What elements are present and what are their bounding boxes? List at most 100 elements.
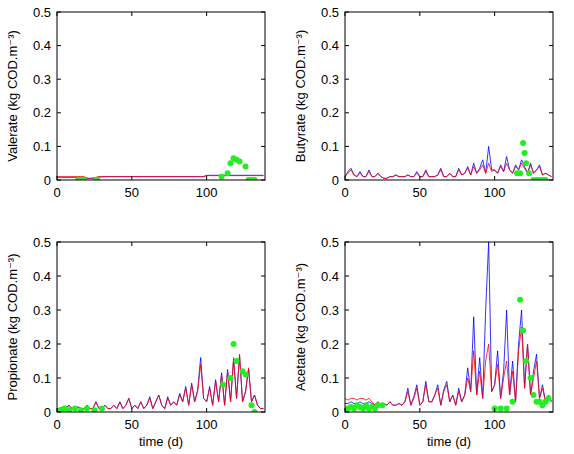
tick — [345, 378, 349, 379]
tick-label: 0.1 — [33, 371, 51, 386]
tick-label: 0.1 — [321, 139, 339, 154]
tick-label: 100 — [196, 417, 218, 432]
tick — [419, 408, 420, 412]
tick — [345, 12, 346, 16]
point — [243, 372, 249, 378]
tick — [494, 12, 495, 16]
frame — [57, 12, 265, 180]
tick — [345, 242, 349, 243]
point — [231, 341, 237, 347]
data — [57, 155, 264, 180]
tick — [419, 242, 420, 246]
tick — [57, 146, 61, 147]
tick — [57, 112, 61, 113]
tick — [345, 112, 349, 113]
tick — [57, 408, 58, 412]
point — [520, 140, 526, 146]
data — [345, 140, 552, 180]
tick — [261, 12, 265, 13]
plot-area — [345, 12, 553, 180]
tick — [206, 176, 207, 180]
line — [57, 175, 264, 178]
tick — [261, 310, 265, 311]
line — [345, 242, 552, 405]
point — [528, 375, 534, 381]
tick — [345, 344, 349, 345]
tick — [57, 344, 61, 345]
tick-label: 0.4 — [33, 38, 51, 53]
tick — [345, 12, 349, 13]
tick — [261, 146, 265, 147]
line — [345, 327, 552, 405]
tick — [206, 408, 207, 412]
frame — [345, 242, 553, 412]
tick-label: 50 — [413, 417, 427, 432]
tick-label: 0.3 — [321, 72, 339, 87]
data — [57, 341, 264, 412]
tick-label: 0.1 — [321, 371, 339, 386]
point — [237, 159, 243, 165]
tick-label: 0 — [44, 173, 51, 188]
tick — [549, 310, 553, 311]
tick — [131, 242, 132, 246]
point — [517, 170, 523, 176]
tick — [549, 276, 553, 277]
point — [517, 297, 523, 303]
tick-label: 0 — [341, 417, 348, 432]
panel: 00.10.20.30.40.5050100Valerate (kg COD.m… — [5, 5, 265, 201]
axis-label: time (d) — [427, 434, 471, 449]
tick — [57, 45, 61, 46]
point — [219, 174, 225, 180]
tick-label: 100 — [484, 417, 506, 432]
tick — [345, 408, 346, 412]
tick-label: 50 — [125, 185, 139, 200]
point — [546, 395, 552, 401]
tick-label: 0.5 — [33, 5, 51, 20]
tick — [549, 112, 553, 113]
tick — [57, 242, 61, 243]
axis-label: time (d) — [139, 434, 183, 449]
tick — [549, 344, 553, 345]
tick — [549, 45, 553, 46]
point — [531, 392, 537, 398]
line — [57, 176, 264, 179]
tick-label: 0.2 — [321, 105, 339, 120]
point — [234, 358, 240, 364]
point — [91, 407, 97, 412]
tick — [549, 146, 553, 147]
axis-label: Valerate (kg COD.m⁻³) — [5, 30, 20, 162]
plot-area — [57, 12, 265, 180]
point — [99, 406, 105, 412]
tick — [57, 12, 58, 16]
tick — [261, 180, 265, 181]
tick-label: 50 — [413, 185, 427, 200]
tick-label: 100 — [484, 185, 506, 200]
tick — [419, 12, 420, 16]
tick — [494, 242, 495, 246]
tick — [261, 112, 265, 113]
tick — [345, 412, 349, 413]
point — [78, 407, 84, 412]
tick-label: 0.5 — [321, 235, 339, 250]
data — [345, 242, 552, 412]
tick — [57, 378, 61, 379]
point — [523, 160, 529, 166]
figure: 0 0.1 0.2 0.3 0.4 0.5 0 50 100 Valerate (kg COD.m… — [0, 0, 574, 454]
tick — [494, 408, 495, 412]
frame — [57, 242, 265, 412]
tick — [206, 12, 207, 16]
tick — [57, 79, 61, 80]
point — [249, 402, 255, 408]
tick — [345, 146, 349, 147]
tick-label: 0.3 — [33, 72, 51, 87]
tick — [261, 344, 265, 345]
point — [72, 406, 78, 412]
axis-label: Propionate (kg COD.m⁻³) — [5, 253, 20, 400]
tick — [549, 180, 553, 181]
tick — [494, 176, 495, 180]
tick — [57, 12, 61, 13]
tick — [549, 79, 553, 80]
tick — [57, 276, 61, 277]
tick — [549, 412, 553, 413]
tick — [261, 79, 265, 80]
